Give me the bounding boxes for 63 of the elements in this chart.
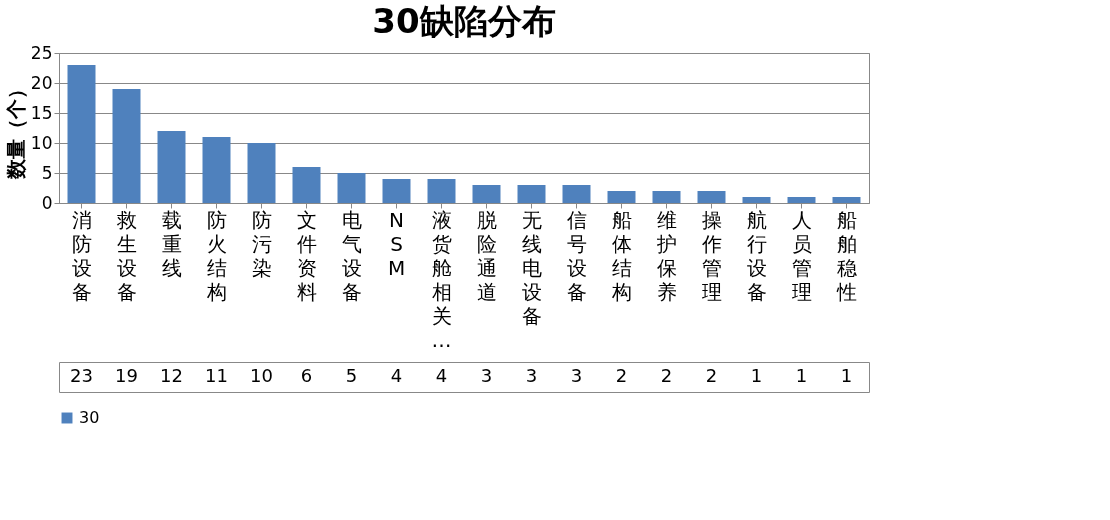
data-label: 19 <box>115 365 138 386</box>
x-tick-label: 消防设备 <box>71 207 92 304</box>
x-tick-label: 载重线 <box>161 207 182 280</box>
bar <box>472 185 501 203</box>
data-label: 4 <box>390 365 403 386</box>
x-tick-label: 电气设备 <box>341 207 362 304</box>
data-label: 2 <box>705 365 718 386</box>
data-label: 12 <box>160 365 183 386</box>
bar <box>562 185 591 203</box>
bar <box>652 191 681 203</box>
data-label: 3 <box>480 365 493 386</box>
bar <box>337 173 366 203</box>
x-tick-label: NSM <box>387 207 406 280</box>
data-label: 1 <box>750 365 763 386</box>
bar <box>697 191 726 203</box>
bar <box>832 197 861 203</box>
x-tick-label: 操作管理 <box>700 207 722 304</box>
y-axis-title: 数量（个） <box>3 78 28 180</box>
legend-label: 30 <box>79 408 100 427</box>
bar <box>607 191 636 203</box>
bar <box>517 185 546 203</box>
y-tick-label: 25 <box>30 42 53 63</box>
y-tick-label: 0 <box>41 192 53 213</box>
y-tick-label: 15 <box>30 102 53 123</box>
data-label: 10 <box>250 365 273 386</box>
data-label: 1 <box>840 365 853 386</box>
x-tick-label: 船舶稳性 <box>835 207 857 304</box>
data-label: 1 <box>795 365 808 386</box>
y-tick-label: 10 <box>30 132 53 153</box>
y-tick-label: 5 <box>41 162 53 183</box>
bar <box>382 179 411 203</box>
x-tick-label: 液货舱相关… <box>431 207 452 352</box>
x-tick-label: 航行设备 <box>746 207 767 304</box>
x-tick-label: 维护保养 <box>655 207 677 304</box>
x-tick-label: 人员管理 <box>791 207 812 304</box>
data-label: 23 <box>70 365 93 386</box>
bar <box>247 143 276 203</box>
bar <box>787 197 816 203</box>
data-label: 2 <box>660 365 673 386</box>
data-label: 2 <box>615 365 628 386</box>
x-tick-label: 信号设备 <box>566 207 587 304</box>
x-tick-label: 防火结构 <box>205 207 227 304</box>
data-label: 3 <box>570 365 583 386</box>
bar <box>742 197 771 203</box>
chart-title: 30缺陷分布 <box>372 1 556 41</box>
bar <box>157 131 186 203</box>
data-label: 11 <box>205 365 228 386</box>
x-tick-label: 文件资料 <box>296 207 317 304</box>
bar <box>292 167 321 203</box>
x-tick-label: 救生设备 <box>115 207 137 304</box>
bar <box>112 89 141 203</box>
data-label: 6 <box>300 365 313 386</box>
bar <box>427 179 456 203</box>
x-tick-label: 无线电设备 <box>521 207 542 328</box>
data-label: 3 <box>525 365 538 386</box>
x-tick-label: 脱险通道 <box>476 207 497 304</box>
x-tick-label: 船体结构 <box>610 207 632 304</box>
bar <box>202 137 231 203</box>
y-tick-label: 20 <box>30 72 53 93</box>
bar <box>67 65 96 203</box>
data-label: 5 <box>345 365 358 386</box>
data-label: 4 <box>435 365 448 386</box>
x-tick-label: 防污染 <box>251 207 272 280</box>
